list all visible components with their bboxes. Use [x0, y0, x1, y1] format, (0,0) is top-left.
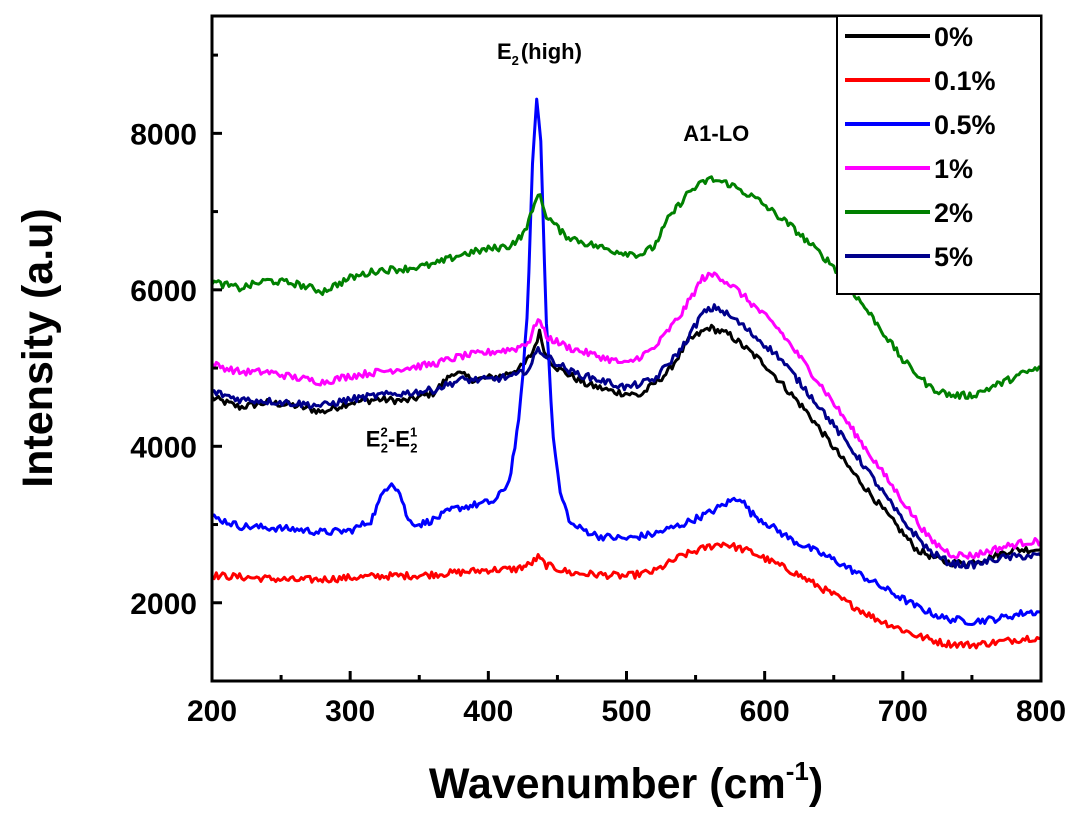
legend-label: 5%	[934, 242, 973, 272]
x-tick-label: 600	[740, 695, 790, 728]
x-tick-label: 500	[601, 695, 651, 728]
y-tick-label: 4000	[130, 431, 197, 464]
x-tick-label: 700	[878, 695, 928, 728]
x-tick-label: 400	[463, 695, 513, 728]
x-tick-label: 300	[325, 695, 375, 728]
legend-label: 0.5%	[934, 110, 996, 140]
y-tick-label: 6000	[130, 275, 197, 308]
series-line-3	[210, 271, 1043, 560]
annotation-e2-high: E2(high)	[497, 39, 582, 68]
series-line-2	[212, 97, 1042, 626]
legend-label: 1%	[934, 154, 973, 184]
legend-frame	[836, 15, 1042, 295]
x-tick-label: 800	[1016, 695, 1066, 728]
y-tick-label: 2000	[130, 588, 197, 621]
legend-label: 2%	[934, 198, 973, 228]
x-axis-title: Wavenumber (cm-1)	[429, 756, 823, 808]
series-layer	[210, 97, 1043, 650]
series-line-4	[210, 175, 1042, 400]
series-line-1	[211, 541, 1042, 650]
series-line-0	[210, 323, 1042, 568]
annotation-e2-e1: E2 2-E1 2	[366, 424, 418, 455]
legend: 0% 0.1% 0.5% 1% 2% 5%	[836, 15, 1042, 295]
series-line-5	[211, 303, 1043, 570]
legend-label: 0.1%	[934, 66, 996, 96]
y-axis-title: Intensity (a.u)	[14, 208, 62, 488]
legend-label: 0%	[934, 22, 973, 52]
y-ticks: 2000 4000 6000 8000	[130, 53, 222, 683]
annotation-a1-lo: A1-LO	[683, 121, 749, 146]
y-tick-label: 8000	[130, 118, 197, 151]
x-ticks: 200 300 400 500 600 700 800	[187, 671, 1066, 728]
x-tick-label: 200	[187, 695, 237, 728]
